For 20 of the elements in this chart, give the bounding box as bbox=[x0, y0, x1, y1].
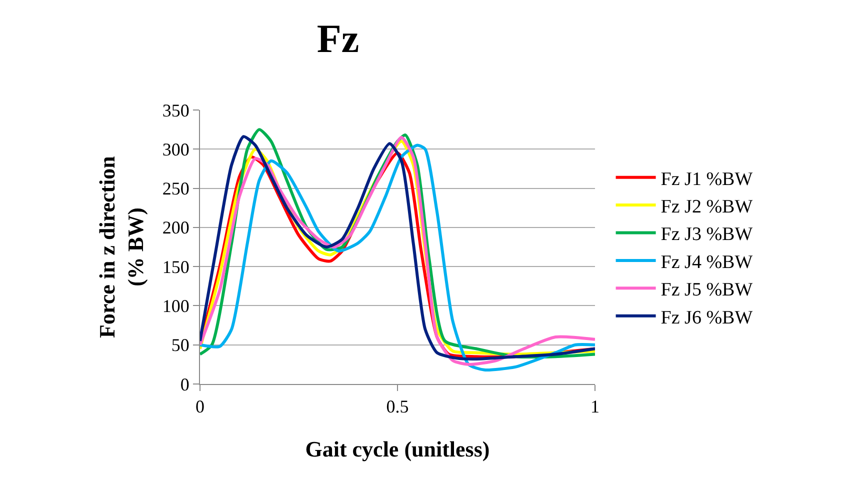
y-tick-label: 100 bbox=[162, 296, 190, 316]
y-tick-label: 300 bbox=[162, 139, 190, 160]
legend-label: Fz J2 %BW bbox=[660, 196, 753, 218]
y-tick-label: 250 bbox=[162, 178, 190, 199]
legend-label: Fz J5 %BW bbox=[660, 280, 753, 301]
y-tick-label: 50 bbox=[171, 335, 190, 356]
legend-label: Fz J1 %BW bbox=[660, 168, 753, 190]
y-tick-label: 150 bbox=[162, 256, 190, 277]
y-tick-label: 200 bbox=[162, 218, 190, 238]
y-tick-label: 350 bbox=[162, 100, 190, 120]
x-tick-label: 1 bbox=[590, 396, 600, 417]
x-axis-title: Gait cycle (unitless) bbox=[305, 436, 490, 462]
legend-label: Fz J6 %BW bbox=[660, 307, 753, 328]
legend-label: Fz J4 %BW bbox=[660, 252, 753, 273]
x-tick-label: 0 bbox=[196, 396, 204, 417]
y-tick-label: 0 bbox=[180, 374, 190, 394]
legend-label: Fz J3 %BW bbox=[660, 224, 753, 246]
chart-title: Fz bbox=[316, 16, 360, 62]
y-axis-title: Force in z direction (% BW) bbox=[94, 156, 148, 338]
x-tick-label: 0.5 bbox=[386, 396, 409, 417]
